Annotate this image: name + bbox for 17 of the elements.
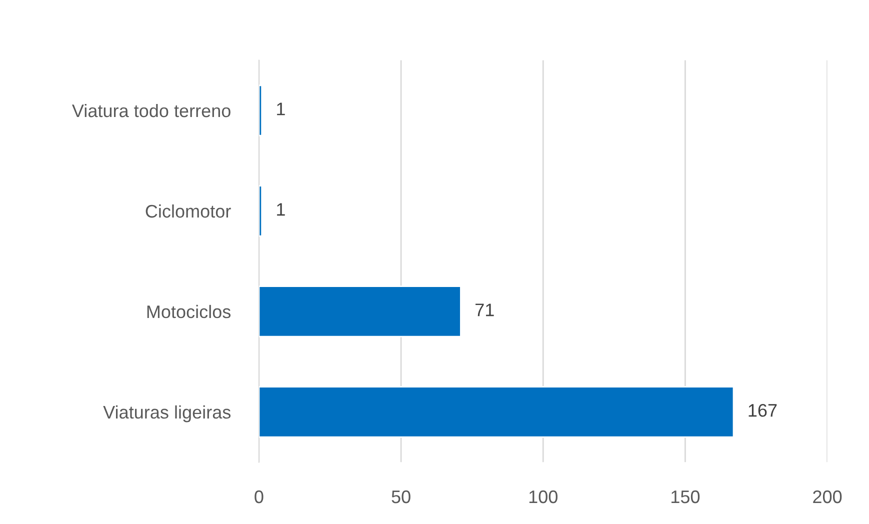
data-label: 1 (277, 102, 285, 116)
data-label: 167 (748, 404, 777, 417)
x-tick-label: 100 (529, 490, 558, 504)
bar (258, 286, 462, 338)
data-label: 1 (277, 203, 285, 216)
x-tick-label: 50 (392, 490, 410, 504)
bar (258, 386, 734, 438)
y-tick-label: Ciclomotor (146, 204, 231, 218)
bar (258, 84, 262, 136)
y-tick-label: Motociclos (147, 304, 231, 318)
y-tick-label: Viaturas ligeiras (103, 405, 231, 422)
x-tick-label: 0 (254, 490, 264, 504)
x-tick-label: 200 (813, 490, 842, 504)
x-tick-label: 150 (672, 490, 700, 504)
y-tick-label: Viatura todo terreno (72, 104, 230, 118)
bar (258, 185, 262, 237)
data-label: 71 (476, 304, 494, 316)
